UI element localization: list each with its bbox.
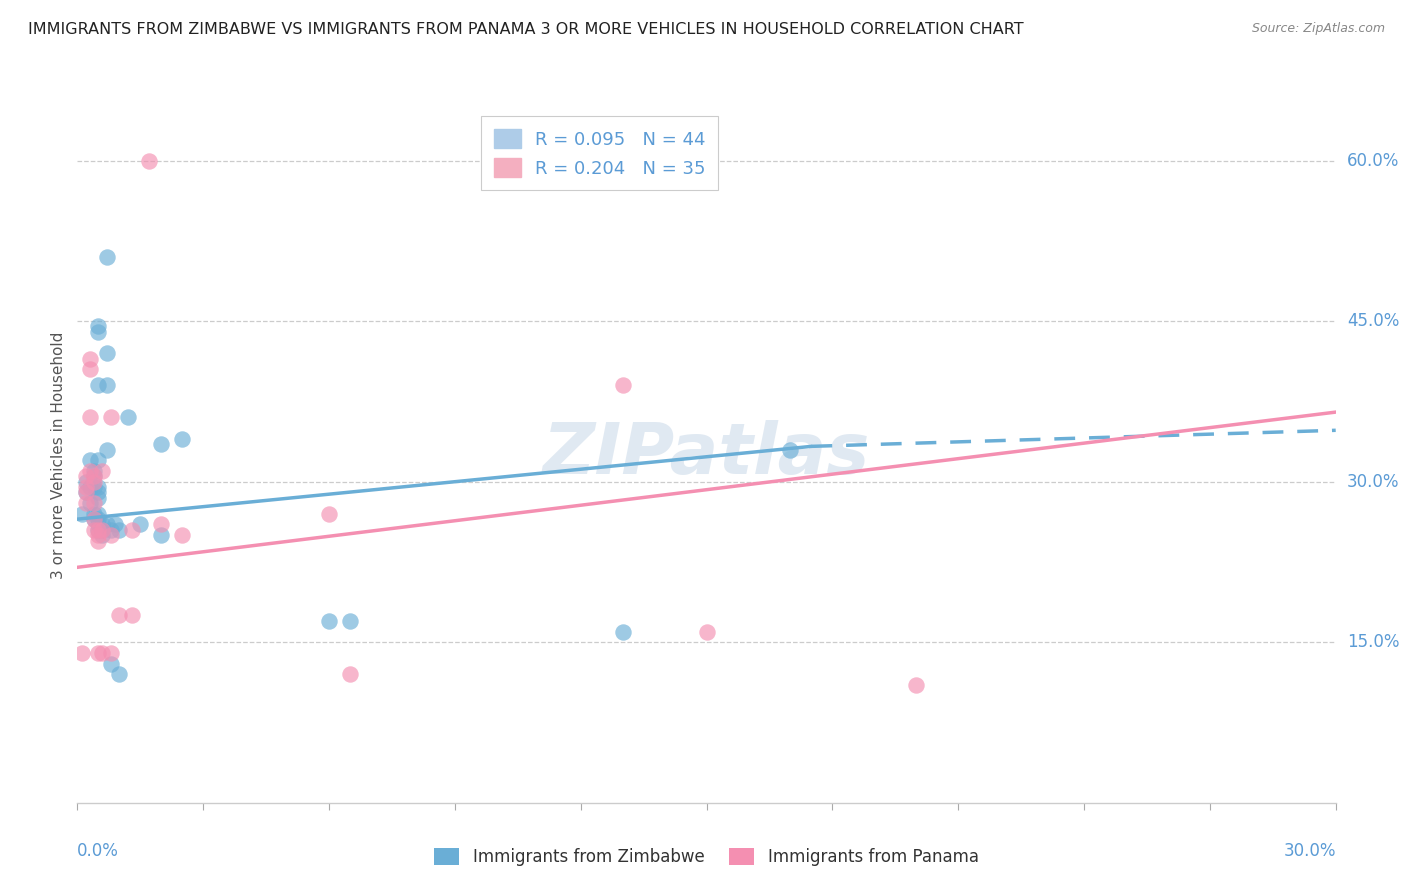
Text: 30.0%: 30.0% (1284, 842, 1336, 860)
Point (87, 325, 110, 339)
Point (87, 319, 110, 334)
Point (79, 362, 101, 376)
Text: 45.0%: 45.0% (1347, 312, 1399, 330)
Point (87, 533, 110, 548)
Point (172, 432, 194, 446)
Point (79, 453, 101, 467)
Point (96, 250, 118, 264)
Point (779, 442, 801, 457)
Point (79, 496, 101, 510)
Y-axis label: 3 or more Vehicles in Household: 3 or more Vehicles in Household (51, 331, 66, 579)
Point (75, 496, 97, 510)
Point (87, 517, 110, 532)
Point (87, 528, 110, 542)
Text: ZIPatlas: ZIPatlas (543, 420, 870, 490)
Text: 30.0%: 30.0% (1347, 473, 1399, 491)
Point (91, 523, 114, 537)
Text: Source: ZipAtlas.com: Source: ZipAtlas.com (1251, 22, 1385, 36)
Point (100, 528, 122, 542)
Point (129, 517, 152, 532)
Point (318, 614, 340, 628)
Point (172, 528, 194, 542)
Legend: Immigrants from Zimbabwe, Immigrants from Panama: Immigrants from Zimbabwe, Immigrants fro… (426, 839, 987, 874)
Point (83, 512, 105, 526)
Point (318, 507, 340, 521)
Point (100, 646, 122, 660)
Point (96, 442, 118, 457)
Point (612, 378, 634, 392)
Point (87, 512, 110, 526)
Point (87, 378, 110, 392)
Point (91, 517, 114, 532)
Point (79, 351, 101, 366)
Point (108, 667, 131, 681)
Point (96, 517, 118, 532)
Point (83, 469, 105, 483)
Point (108, 523, 131, 537)
Point (87, 480, 110, 494)
Point (70, 507, 93, 521)
Point (96, 378, 118, 392)
Point (91, 523, 114, 537)
Point (87, 523, 110, 537)
Point (70, 646, 93, 660)
Point (100, 523, 122, 537)
Point (87, 523, 110, 537)
Point (87, 485, 110, 500)
Point (121, 523, 143, 537)
Point (83, 496, 105, 510)
Point (91, 528, 114, 542)
Point (104, 517, 127, 532)
Point (83, 464, 105, 478)
Point (87, 507, 110, 521)
Point (75, 475, 97, 489)
Point (83, 523, 105, 537)
Point (83, 475, 105, 489)
Point (87, 491, 110, 505)
Text: 15.0%: 15.0% (1347, 633, 1399, 651)
Point (339, 614, 361, 628)
Point (150, 528, 173, 542)
Point (696, 624, 718, 639)
Text: 0.0%: 0.0% (77, 842, 120, 860)
Point (612, 624, 634, 639)
Text: IMMIGRANTS FROM ZIMBABWE VS IMMIGRANTS FROM PANAMA 3 OR MORE VEHICLES IN HOUSEHO: IMMIGRANTS FROM ZIMBABWE VS IMMIGRANTS F… (28, 22, 1024, 37)
Point (905, 678, 928, 692)
Point (83, 480, 105, 494)
Point (75, 485, 97, 500)
Point (117, 410, 139, 425)
Point (121, 608, 143, 623)
Point (79, 410, 101, 425)
Point (87, 453, 110, 467)
Point (150, 437, 173, 451)
Point (91, 646, 114, 660)
Point (96, 346, 118, 360)
Point (75, 469, 97, 483)
Point (87, 646, 110, 660)
Point (79, 464, 101, 478)
Point (100, 657, 122, 671)
Point (83, 512, 105, 526)
Point (100, 410, 122, 425)
Point (150, 517, 173, 532)
Point (83, 469, 105, 483)
Point (75, 485, 97, 500)
Point (138, 153, 160, 168)
Point (339, 667, 361, 681)
Point (108, 608, 131, 623)
Point (91, 464, 114, 478)
Point (83, 507, 105, 521)
Point (79, 480, 101, 494)
Point (75, 480, 97, 494)
Text: 60.0%: 60.0% (1347, 152, 1399, 169)
